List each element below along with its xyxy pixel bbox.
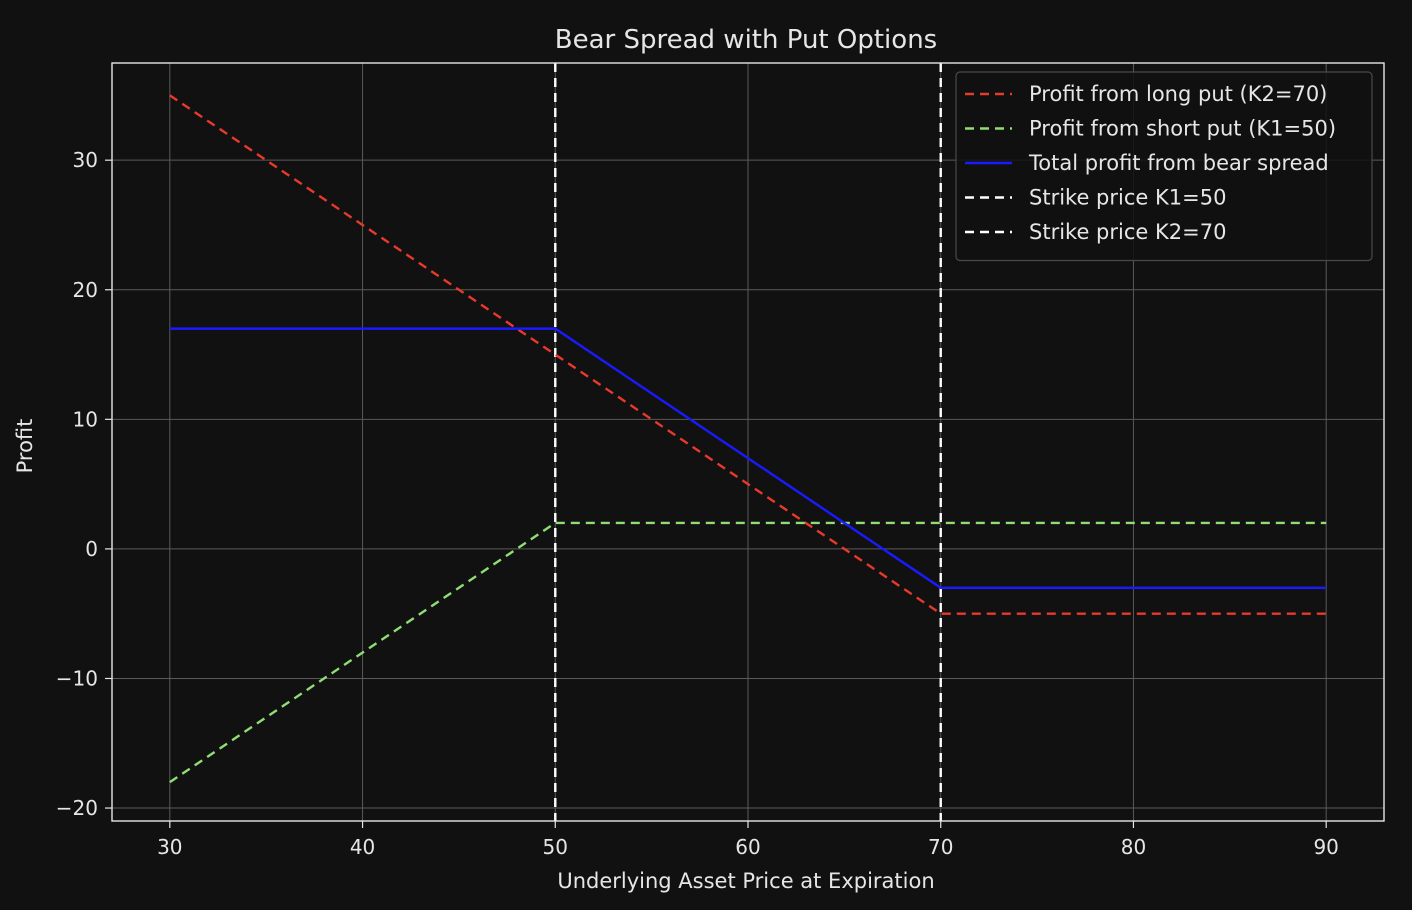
legend-box [955,71,1373,262]
legend-label: Total profit from bear spread [1028,151,1329,175]
legend-label: Strike price K1=50 [1029,186,1226,210]
plot-area [169,63,1327,821]
legend-label: Profit from short put (K1=50) [1029,117,1336,141]
series-line-1 [169,94,1327,615]
x-axis-label: Underlying Asset Price at Expiration [557,869,934,893]
y-tick-label: 0 [85,537,98,561]
ticks: 30 40 50 60 70 80 90 −20 −10 0 10 20 30 [56,148,1339,859]
x-tick-label: 50 [543,835,568,859]
y-tick-label: 30 [73,148,98,172]
x-tick-label: 60 [735,835,760,859]
x-tick-label: 40 [350,835,375,859]
series-line-3 [169,327,1327,589]
y-axis-label: Profit [13,419,37,474]
y-tick-label: −20 [56,796,98,820]
legend-label: Profit from long put (K2=70) [1029,82,1327,106]
x-tick-label: 30 [157,835,182,859]
x-tick-label: 90 [1313,835,1338,859]
chart-title: Bear Spread with Put Options [555,25,937,55]
x-tick-label: 70 [928,835,953,859]
legend: Profit from long put (K2=70) Profit from … [955,71,1373,262]
y-tick-label: −10 [56,666,98,690]
x-tick-label: 80 [1121,835,1146,859]
series-line-2 [169,521,1327,784]
y-tick-label: 20 [73,278,98,302]
legend-label: Strike price K2=70 [1029,220,1226,244]
y-tick-label: 10 [73,407,98,431]
